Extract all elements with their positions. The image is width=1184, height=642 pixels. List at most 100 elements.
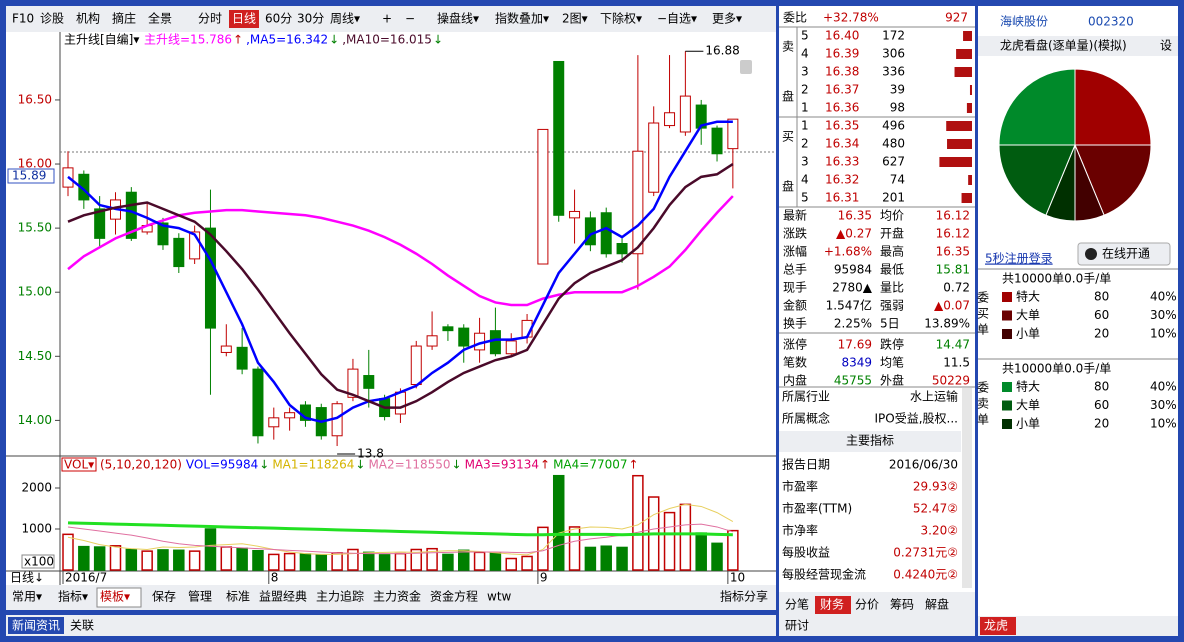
book-price: 16.40 <box>825 29 859 43</box>
candle-body <box>569 210 581 219</box>
toolbar-item[interactable]: 周线▾ <box>330 12 360 26</box>
pie-slice <box>998 144 1076 216</box>
quote-tab[interactable]: 解盘 <box>925 597 949 612</box>
vol-bar <box>299 553 312 571</box>
group-side: 委卖单 <box>976 381 990 429</box>
max-label: 16.88 <box>705 44 739 58</box>
legend-entry: ,MA10=16.015 <box>342 33 432 47</box>
side-label: 卖盘 <box>781 40 795 140</box>
period-label[interactable]: 日线↓ <box>10 571 44 585</box>
candle-body <box>616 243 628 255</box>
stat-label: 笔数 <box>783 355 807 370</box>
toolbar-item[interactable]: 下除权▾ <box>600 11 642 26</box>
candle-body <box>220 345 232 353</box>
indicator-value: 3.20② <box>921 524 958 538</box>
bottom-tab[interactable]: 保存 <box>152 590 176 604</box>
vol-bar <box>331 552 343 571</box>
quote-tab[interactable]: 分笔 <box>785 597 809 612</box>
bottom-tab[interactable]: wtw <box>487 590 512 604</box>
toolbar-item[interactable]: 30分 <box>297 12 324 26</box>
book-price: 16.33 <box>825 155 859 169</box>
toolbar-item[interactable]: F10 <box>12 12 34 26</box>
row-count: 20 <box>1094 327 1109 341</box>
settings[interactable]: 设 <box>1160 39 1172 53</box>
row-name: 大单 <box>1016 398 1040 412</box>
group-side: 委买单 <box>976 291 990 339</box>
book-price: 16.32 <box>825 173 859 187</box>
open-button-label[interactable]: 在线开通 <box>1102 247 1150 261</box>
toolbar-item[interactable]: 2图▾ <box>562 12 588 26</box>
vol-tick-label: 2000 <box>21 480 52 494</box>
longhu-tab[interactable]: 龙虎 <box>984 619 1008 633</box>
legend-swatch <box>1002 310 1012 321</box>
toolbar-item[interactable]: + <box>382 12 392 26</box>
bottom-tab[interactable]: 益盟经典 <box>259 590 307 604</box>
status-tab[interactable]: 关联 <box>70 619 94 633</box>
candle-body <box>252 368 264 437</box>
y-tick-label: 16.00 <box>18 157 52 171</box>
toolbar-item[interactable]: 指数叠加▾ <box>495 11 549 26</box>
toolbar-item[interactable]: 60分 <box>265 12 292 26</box>
legend-swatch <box>1002 382 1012 392</box>
stat-label: 金额 <box>783 298 807 313</box>
open-button[interactable] <box>1077 242 1171 266</box>
bottom-tab[interactable]: 标准 <box>226 590 250 604</box>
vol-bar <box>268 553 280 571</box>
toolbar-item[interactable]: 分时 <box>198 12 222 26</box>
quote-tab[interactable]: 财务 <box>820 597 844 612</box>
row-pct: 10% <box>1150 417 1177 431</box>
info-label: 所属概念 <box>782 411 830 426</box>
vol-bar <box>315 554 328 571</box>
toolbar-item[interactable]: 机构 <box>76 11 100 26</box>
toolbar-item[interactable]: 全景 <box>148 11 172 26</box>
candle-body <box>426 335 438 347</box>
register-link[interactable]: 5秒注册登录 <box>985 251 1053 266</box>
info-value: 水上运输 <box>910 389 958 404</box>
candle-body <box>410 345 422 385</box>
bottom-tab[interactable]: 主力追踪 <box>316 589 364 604</box>
toolbar-item[interactable]: − <box>405 12 415 26</box>
book-price: 16.34 <box>825 137 859 151</box>
stat-value: 50229 <box>932 374 970 388</box>
quote-tab[interactable]: 研讨 <box>785 619 809 633</box>
toolbar-item[interactable]: 更多▾ <box>712 12 742 26</box>
stat-label: 现手 <box>783 281 807 295</box>
indicator-value: 52.47② <box>913 502 958 516</box>
stat-label: 涨停 <box>783 337 807 352</box>
vol-tag <box>61 457 97 472</box>
toolbar-item[interactable]: 日线 <box>232 12 256 26</box>
row-name: 特大 <box>1016 289 1040 304</box>
book-level: 1 <box>801 119 809 133</box>
bottom-tab[interactable]: 资金方程 <box>430 589 478 604</box>
vol-header[interactable]: VOL▾ <box>64 458 94 472</box>
toolbar-item[interactable]: 摘庄 <box>112 11 136 26</box>
stat-value: 14.47 <box>936 338 970 352</box>
stat-label: 总手 <box>783 263 807 277</box>
toolbar-item[interactable]: −自选▾ <box>657 12 697 26</box>
vol-bar <box>426 547 438 571</box>
quote-tab[interactable]: 分价 <box>855 598 879 612</box>
stat-label: 均笔 <box>880 355 904 370</box>
quote-tab[interactable]: 筹码 <box>890 598 914 612</box>
bottom-tab[interactable]: 模板▾ <box>100 590 130 604</box>
bottom-tab[interactable]: 指标▾ <box>58 589 88 604</box>
vol-tick-label: 1000 <box>21 521 52 535</box>
bottom-tab[interactable]: 主力资金 <box>373 589 421 604</box>
row-name: 小单 <box>1016 327 1040 341</box>
candle-body <box>125 191 137 239</box>
vol-bar <box>616 546 628 571</box>
ma-line <box>67 162 734 409</box>
vol-bar <box>600 545 612 571</box>
x-tick-label: 8 <box>271 571 279 585</box>
toolbar-item[interactable]: 操盘线▾ <box>437 11 479 26</box>
stat-value: 16.12 <box>936 227 970 241</box>
bottom-tab[interactable]: 常用▾ <box>12 590 42 604</box>
bottom-tab[interactable]: 管理 <box>188 589 212 604</box>
status-tab[interactable]: 新闻资讯 <box>12 618 60 633</box>
toolbar-item[interactable]: 诊股 <box>40 12 64 26</box>
indicator-label: 市净率 <box>782 523 818 538</box>
share-tab[interactable]: 指标分享 <box>720 589 768 604</box>
active-tab <box>815 596 851 614</box>
stat-label: 换手 <box>783 317 807 331</box>
book-level: 2 <box>801 83 809 97</box>
